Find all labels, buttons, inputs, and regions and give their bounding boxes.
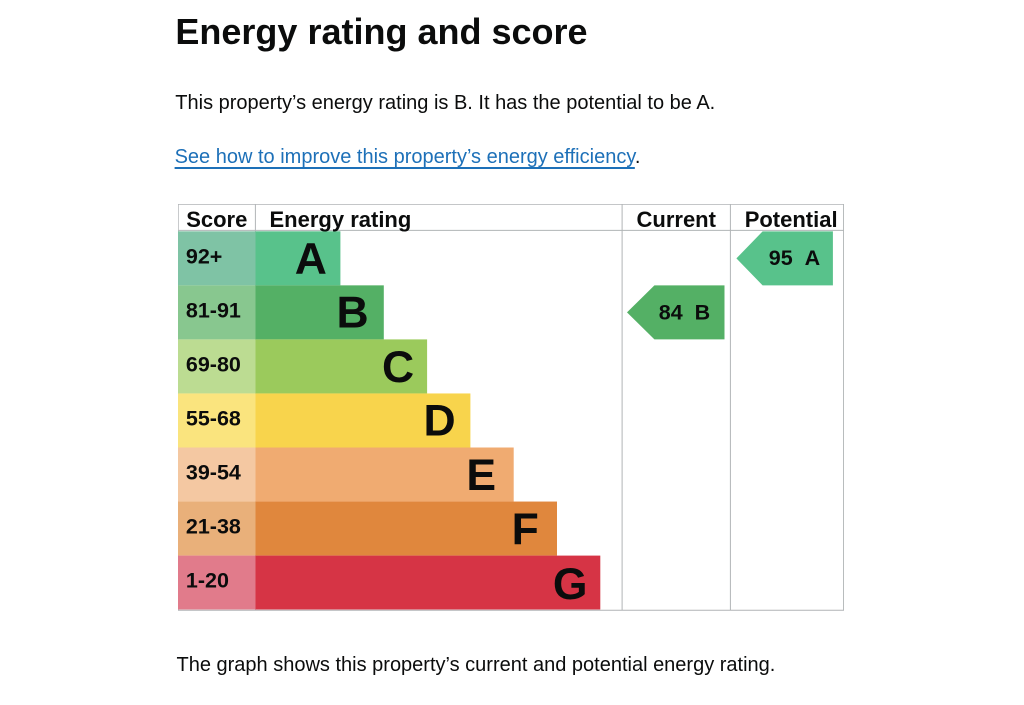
svg-text:92+: 92+	[186, 244, 222, 268]
svg-text:55-68: 55-68	[186, 406, 241, 430]
svg-text:1-20: 1-20	[186, 569, 229, 593]
svg-text:39-54: 39-54	[186, 461, 241, 485]
svg-text:69-80: 69-80	[186, 352, 241, 376]
svg-text:Current: Current	[637, 207, 717, 232]
svg-text:21-38: 21-38	[186, 515, 241, 539]
svg-text:D: D	[424, 397, 456, 446]
svg-text:84 B: 84 B	[659, 300, 710, 324]
svg-text:Potential: Potential	[745, 207, 838, 232]
svg-text:81-91: 81-91	[186, 298, 241, 322]
svg-text:Score: Score	[186, 207, 247, 232]
svg-text:Energy rating: Energy rating	[270, 207, 412, 232]
svg-text:B: B	[337, 289, 369, 338]
svg-text:G: G	[553, 560, 588, 609]
svg-text:C: C	[382, 343, 414, 392]
svg-text:F: F	[512, 505, 539, 554]
svg-text:A: A	[295, 235, 327, 284]
svg-text:E: E	[466, 451, 496, 500]
svg-text:95 A: 95 A	[769, 246, 820, 270]
